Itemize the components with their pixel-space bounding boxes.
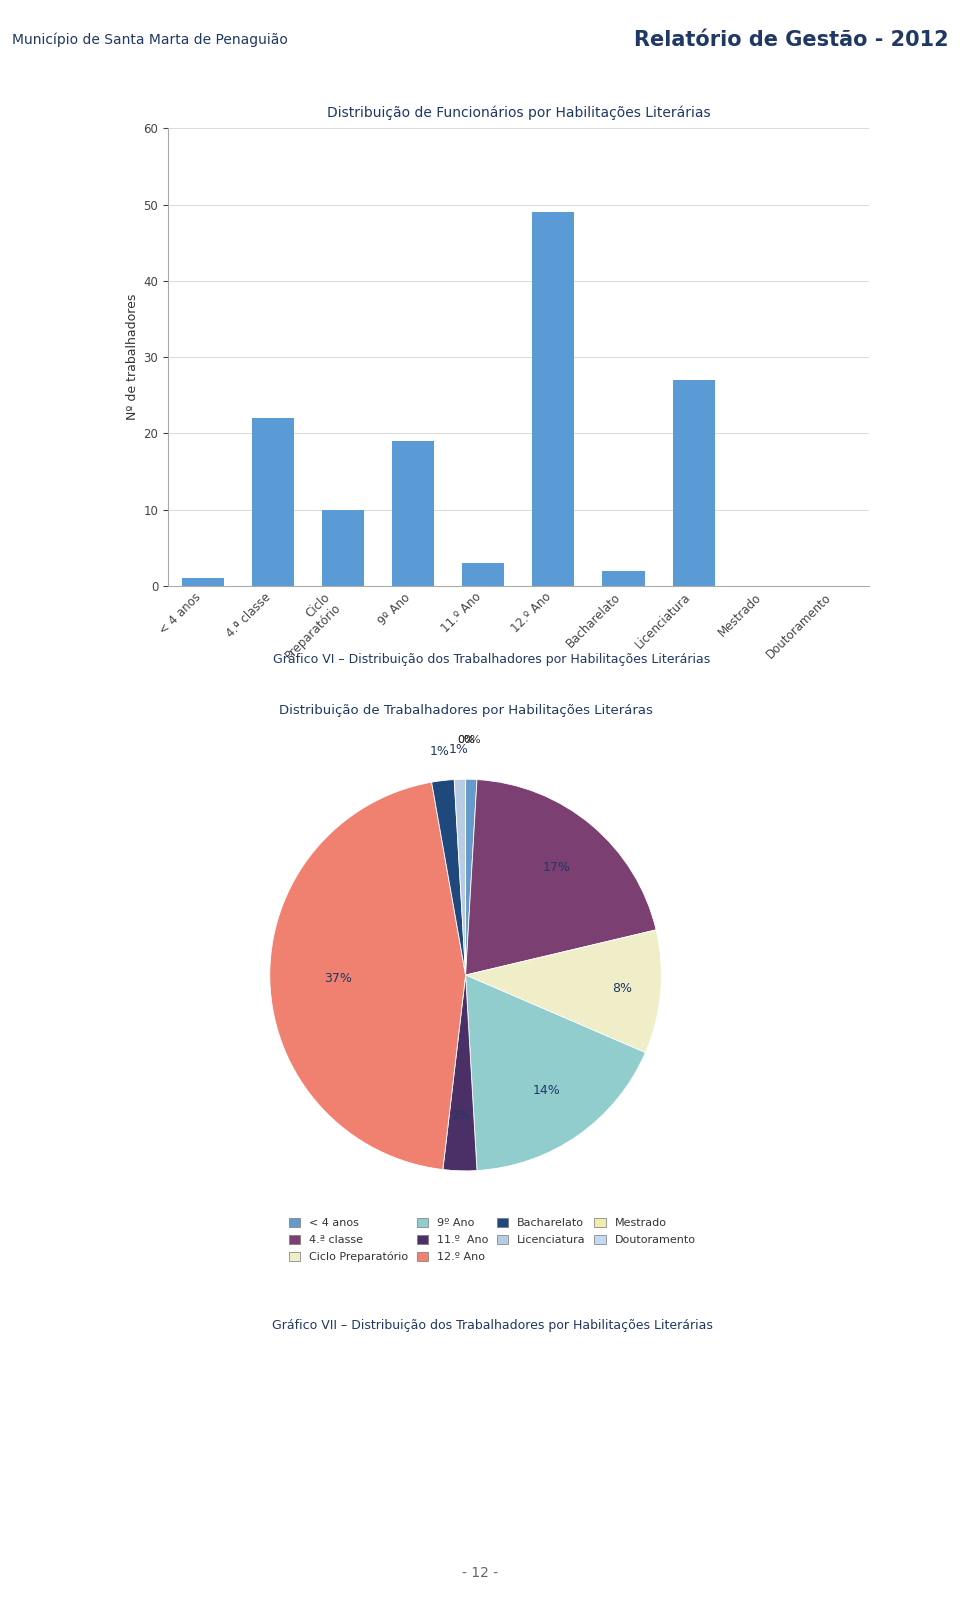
Text: 37%: 37% <box>324 973 352 985</box>
Text: 2%: 2% <box>451 1109 471 1122</box>
Wedge shape <box>270 782 466 1170</box>
Text: Gráfico VI – Distribuição dos Trabalhadores por Habilitações Literárias: Gráfico VI – Distribuição dos Trabalhado… <box>274 653 710 666</box>
Bar <box>393 441 434 586</box>
Wedge shape <box>466 974 645 1170</box>
Text: 14%: 14% <box>533 1083 561 1098</box>
Title: Distribuição de Funcionários por Habilitações Literárias: Distribuição de Funcionários por Habilit… <box>326 106 710 120</box>
Bar <box>603 570 644 586</box>
Bar <box>673 380 714 586</box>
Wedge shape <box>466 780 656 974</box>
Wedge shape <box>432 780 466 974</box>
Text: 0%: 0% <box>457 735 474 745</box>
Title: Distribuição de Trabalhadores por Habilitações Literáras: Distribuição de Trabalhadores por Habili… <box>278 703 653 716</box>
Text: 1%: 1% <box>449 743 469 756</box>
Y-axis label: Nº de trabalhadores: Nº de trabalhadores <box>126 294 139 421</box>
Text: 17%: 17% <box>542 860 570 873</box>
Legend: < 4 anos, 4.ª classe, Ciclo Preparatório, 9º Ano, 11.º  Ano, 12.º Ano, Bacharela: < 4 anos, 4.ª classe, Ciclo Preparatório… <box>284 1213 700 1266</box>
Bar <box>463 563 504 586</box>
Text: 0%: 0% <box>457 735 474 745</box>
Text: 1%: 1% <box>429 745 449 758</box>
Wedge shape <box>454 778 466 974</box>
Bar <box>182 578 224 586</box>
Text: Município de Santa Marta de Penaguião: Município de Santa Marta de Penaguião <box>12 32 287 48</box>
Text: Relatório de Gestão - 2012: Relatório de Gestão - 2012 <box>634 30 948 50</box>
Bar <box>533 212 574 586</box>
Wedge shape <box>466 929 661 1053</box>
Text: - 12 -: - 12 - <box>462 1566 498 1579</box>
Text: 0%: 0% <box>464 735 481 745</box>
Bar <box>323 509 364 586</box>
Text: Gráfico VII – Distribuição dos Trabalhadores por Habilitações Literárias: Gráfico VII – Distribuição dos Trabalhad… <box>272 1319 712 1332</box>
Wedge shape <box>466 780 477 974</box>
Text: 8%: 8% <box>612 982 632 995</box>
Wedge shape <box>443 974 477 1170</box>
Bar <box>252 417 294 586</box>
